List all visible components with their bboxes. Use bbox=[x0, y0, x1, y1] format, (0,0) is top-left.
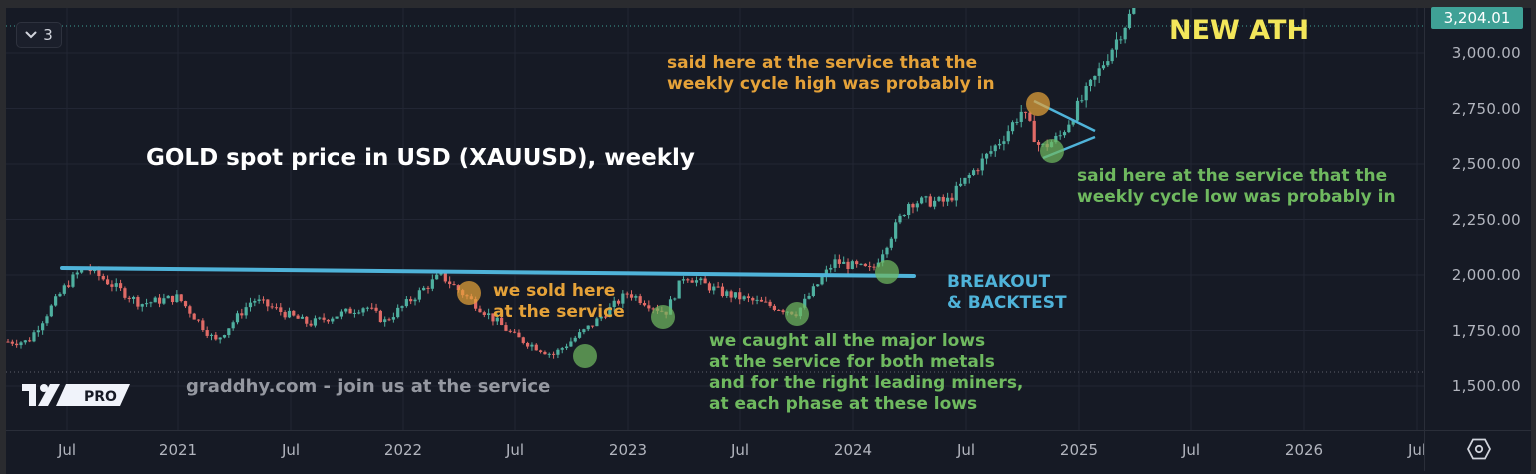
marker-circle bbox=[457, 281, 481, 305]
breakout-trendline bbox=[60, 266, 916, 278]
annotation-line: & BACKTEST bbox=[947, 293, 1067, 313]
marker-circle bbox=[785, 302, 809, 326]
annotation-line: said here at the service that the bbox=[1077, 166, 1388, 186]
annotation-breakout: BREAKOUT & BACKTEST bbox=[947, 272, 1067, 314]
time-tick: Jul bbox=[1407, 441, 1427, 459]
annotation-cycle-high: said here at the service that the weekly… bbox=[667, 53, 995, 95]
price-axis[interactable]: 3,000.00 2,750.00 2,500.00 2,250.00 2,000.00… bbox=[1424, 7, 1531, 430]
window-top-border bbox=[0, 0, 1536, 8]
window-right-border bbox=[1530, 0, 1536, 474]
time-tick: Jul bbox=[730, 441, 750, 459]
time-tick: Jul bbox=[956, 441, 976, 459]
annotation-sold: we sold here at the service bbox=[493, 281, 625, 323]
marker-circle bbox=[1026, 92, 1050, 116]
settings-button[interactable] bbox=[1466, 438, 1492, 464]
time-tick: Jul bbox=[505, 441, 525, 459]
legend-toggle-button[interactable]: 3 bbox=[16, 22, 62, 48]
annotation-line: at the service for both metals bbox=[709, 352, 995, 372]
annotation-major-lows: we caught all the major lows at the serv… bbox=[709, 331, 1023, 415]
time-tick: Jul bbox=[1181, 441, 1201, 459]
tradingview-pro-logo: PRO bbox=[22, 382, 132, 412]
annotation-line: we sold here bbox=[493, 281, 616, 301]
time-tick: 2025 bbox=[1059, 441, 1099, 459]
price-tick: 1,750.00 bbox=[1451, 321, 1521, 340]
axis-corner bbox=[1424, 430, 1531, 471]
price-tick: 1,500.00 bbox=[1451, 377, 1521, 395]
annotation-line: weekly cycle high was probably in bbox=[667, 74, 995, 94]
last-price-badge: 3,204.01 bbox=[1431, 7, 1523, 29]
gear-hexagon-icon bbox=[1466, 438, 1492, 460]
price-tick: 2,250.00 bbox=[1451, 210, 1521, 229]
annotation-line: and for the right leading miners, bbox=[709, 373, 1024, 393]
time-tick: 2026 bbox=[1284, 441, 1324, 459]
marker-circle bbox=[1040, 139, 1064, 163]
marker-circle bbox=[875, 260, 899, 284]
price-tick: 2,000.00 bbox=[1451, 266, 1521, 284]
annotation-line: weekly cycle low was probably in bbox=[1077, 187, 1396, 207]
annotation-line: at each phase at these lows bbox=[709, 394, 978, 414]
legend-count: 3 bbox=[43, 26, 53, 44]
time-tick: Jul bbox=[281, 441, 301, 459]
chart-plot-area[interactable] bbox=[6, 8, 1424, 430]
time-tick: 2024 bbox=[833, 441, 873, 459]
annotation-line: at the service bbox=[493, 302, 625, 322]
chevron-down-icon bbox=[25, 31, 37, 39]
annotation-line: said here at the service that the bbox=[667, 53, 978, 73]
candlestick-chart[interactable] bbox=[6, 8, 1424, 430]
time-tick: 2023 bbox=[608, 441, 648, 459]
price-tick: 3,000.00 bbox=[1451, 44, 1521, 62]
time-tick: 2021 bbox=[158, 441, 198, 459]
watermark-text: graddhy.com - join us at the service bbox=[186, 376, 551, 397]
annotation-cycle-low: said here at the service that the weekly… bbox=[1077, 166, 1396, 208]
annotation-new-ath: NEW ATH bbox=[1169, 15, 1310, 46]
annotation-line: BREAKOUT bbox=[947, 272, 1051, 292]
svg-text:PRO: PRO bbox=[84, 389, 117, 405]
window-left-border bbox=[0, 0, 6, 474]
price-tick: 2,750.00 bbox=[1451, 99, 1521, 118]
drawing-overlays[interactable] bbox=[60, 92, 1096, 368]
marker-circle bbox=[651, 305, 675, 329]
time-tick: Jul bbox=[57, 441, 77, 459]
time-axis[interactable]: Jul 2021 Jul 2022 Jul 2023 Jul 2024 Jul 2025 Jul 20… bbox=[6, 430, 1427, 471]
annotation-line: we caught all the major lows bbox=[709, 331, 986, 351]
candles bbox=[6, 8, 1136, 359]
marker-circle bbox=[573, 344, 597, 368]
chart-title: GOLD spot price in USD (XAUUSD), weekly bbox=[146, 145, 695, 171]
time-tick: 2022 bbox=[383, 441, 423, 459]
price-tick: 2,500.00 bbox=[1451, 155, 1521, 173]
